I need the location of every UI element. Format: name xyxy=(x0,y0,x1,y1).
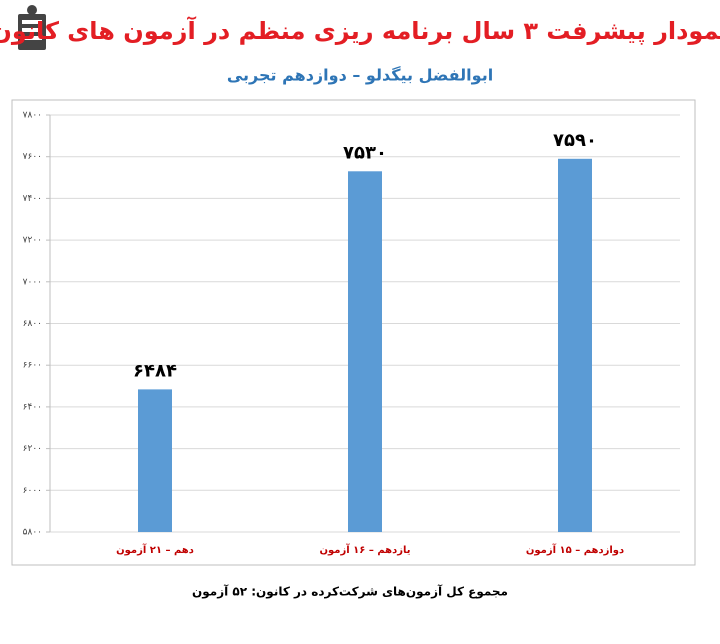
bar xyxy=(348,171,382,533)
y-tick-label: ۷۸۰۰ xyxy=(23,111,42,121)
bar xyxy=(558,158,592,532)
x-tick-label: دهم – ۲۱ آزمون xyxy=(116,543,194,556)
y-tick-label: ۷۴۰۰ xyxy=(23,194,42,204)
y-tick-label: ۶۰۰۰ xyxy=(23,486,42,496)
y-tick-label: ۷۰۰۰ xyxy=(23,277,42,287)
footer-note: مجموع کل آزمون‌های شرکت‌کرده در کانون: ۵… xyxy=(192,584,508,600)
data-label: ۶۴۸۴ xyxy=(133,360,177,381)
y-tick-label: ۶۲۰۰ xyxy=(23,444,42,454)
logo-icon xyxy=(18,5,46,50)
chart-frame xyxy=(11,99,696,566)
x-tick-label: دوازدهم – ۱۵ آزمون xyxy=(526,543,624,556)
y-tick-label: ۶۸۰۰ xyxy=(23,319,42,329)
chart-title: نمودار پیشرفت ۳ سال برنامه ریزی منظم در … xyxy=(0,16,720,45)
y-tick-label: ۷۲۰۰ xyxy=(23,236,42,246)
chart-subtitle: ابوالفضل بیگدلو – دوازدهم تجربی xyxy=(227,66,493,85)
y-tick-label: ۵۸۰۰ xyxy=(23,528,42,538)
bar xyxy=(138,389,172,532)
x-tick-label: یازدهم – ۱۶ آزمون xyxy=(319,543,410,556)
data-label: ۷۵۹۰ xyxy=(553,130,597,151)
y-tick-label: ۶۴۰۰ xyxy=(23,402,42,412)
y-tick-label: ۷۶۰۰ xyxy=(23,152,42,162)
y-tick-label: ۶۶۰۰ xyxy=(23,361,42,371)
data-label: ۷۵۳۰ xyxy=(343,142,387,163)
